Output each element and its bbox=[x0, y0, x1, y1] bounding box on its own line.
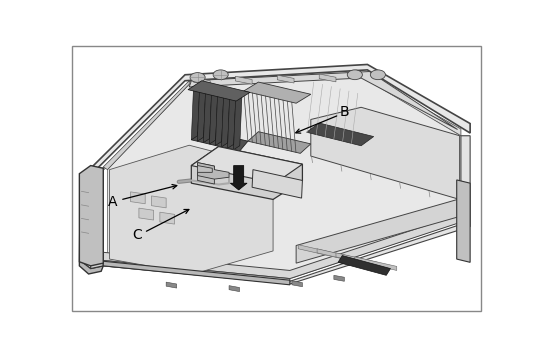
Polygon shape bbox=[230, 165, 247, 190]
Polygon shape bbox=[296, 200, 458, 263]
Polygon shape bbox=[188, 81, 250, 101]
Polygon shape bbox=[101, 73, 461, 172]
Polygon shape bbox=[91, 168, 103, 269]
Text: A: A bbox=[108, 195, 117, 209]
Polygon shape bbox=[192, 146, 302, 200]
Polygon shape bbox=[278, 75, 294, 83]
Circle shape bbox=[190, 73, 205, 82]
Circle shape bbox=[213, 70, 228, 80]
Polygon shape bbox=[338, 256, 391, 275]
Polygon shape bbox=[192, 87, 200, 140]
Polygon shape bbox=[130, 192, 145, 204]
Polygon shape bbox=[166, 282, 176, 288]
Polygon shape bbox=[298, 245, 340, 258]
Polygon shape bbox=[197, 88, 206, 141]
Polygon shape bbox=[355, 257, 397, 270]
Polygon shape bbox=[203, 90, 212, 143]
Polygon shape bbox=[229, 285, 240, 291]
Polygon shape bbox=[139, 208, 154, 220]
Polygon shape bbox=[108, 75, 458, 278]
Polygon shape bbox=[227, 95, 236, 148]
Polygon shape bbox=[80, 168, 91, 183]
Polygon shape bbox=[334, 275, 345, 281]
Polygon shape bbox=[197, 163, 214, 184]
Text: B: B bbox=[340, 105, 349, 119]
Polygon shape bbox=[197, 163, 229, 179]
Polygon shape bbox=[103, 215, 458, 278]
Polygon shape bbox=[91, 64, 470, 175]
Polygon shape bbox=[221, 94, 230, 147]
Polygon shape bbox=[192, 146, 302, 183]
Polygon shape bbox=[243, 82, 311, 103]
Polygon shape bbox=[252, 170, 302, 198]
Polygon shape bbox=[103, 136, 470, 284]
Polygon shape bbox=[307, 123, 374, 146]
Circle shape bbox=[371, 70, 385, 80]
Polygon shape bbox=[311, 107, 460, 200]
Polygon shape bbox=[80, 168, 103, 274]
Polygon shape bbox=[234, 97, 242, 150]
Polygon shape bbox=[151, 196, 166, 208]
Polygon shape bbox=[103, 260, 290, 284]
Polygon shape bbox=[192, 130, 248, 151]
Polygon shape bbox=[317, 249, 359, 262]
Polygon shape bbox=[194, 77, 210, 85]
Polygon shape bbox=[189, 71, 458, 130]
Polygon shape bbox=[80, 165, 103, 266]
Polygon shape bbox=[336, 253, 378, 266]
Polygon shape bbox=[319, 74, 336, 82]
Polygon shape bbox=[160, 212, 175, 224]
Circle shape bbox=[347, 70, 362, 80]
Polygon shape bbox=[248, 132, 311, 153]
Polygon shape bbox=[103, 81, 189, 170]
Polygon shape bbox=[292, 281, 302, 287]
Polygon shape bbox=[209, 91, 218, 144]
Polygon shape bbox=[109, 145, 273, 274]
Text: C: C bbox=[132, 228, 142, 242]
Polygon shape bbox=[103, 261, 290, 285]
Polygon shape bbox=[215, 93, 224, 145]
Polygon shape bbox=[457, 180, 470, 262]
Polygon shape bbox=[235, 76, 252, 84]
